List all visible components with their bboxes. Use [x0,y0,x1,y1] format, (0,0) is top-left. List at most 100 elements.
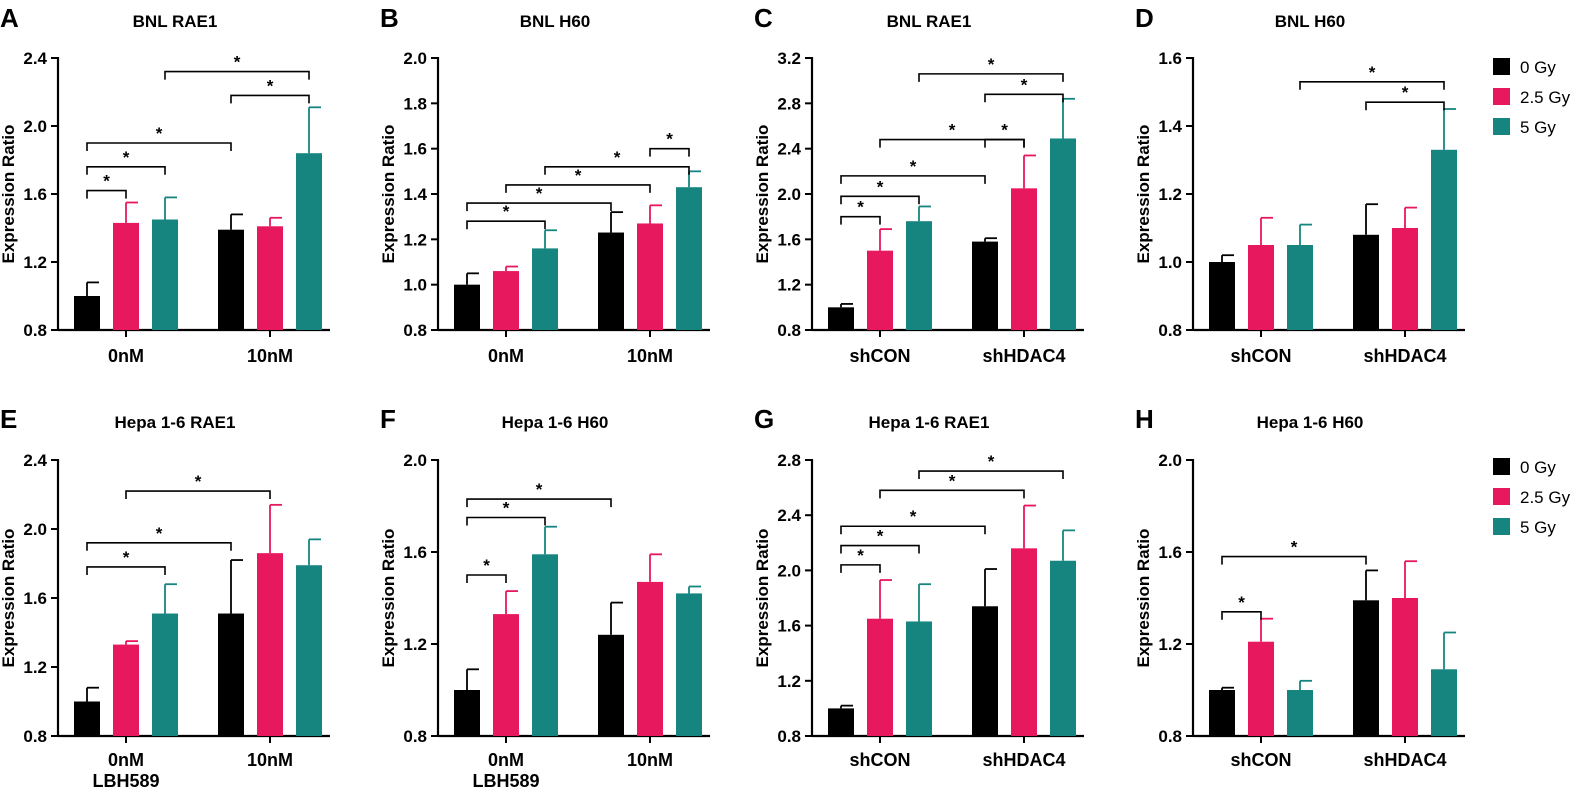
y-tick-label: 0.8 [1158,727,1182,746]
x-category-label: 10nM [627,750,673,770]
significance-bracket [984,138,1025,148]
bar-shcon-0gy [1209,690,1235,736]
bar-shcon-0gy [828,708,854,736]
significance-bracket [466,202,612,212]
bar-shhdac4-0gy [972,241,998,330]
significance-bracket [466,220,546,230]
y-axis-label: Expression Ratio [0,529,18,668]
x-category-label: shHDAC4 [1363,750,1446,770]
x-category-label: 0nM [108,750,144,770]
significance-star: * [857,546,864,565]
y-axis-label: Expression Ratio [1134,529,1153,668]
significance-star: * [949,121,956,140]
bar-shcon-5gy [1287,245,1313,330]
significance-bracket [840,544,920,554]
bar-shhdac4-0gy [1353,600,1379,736]
x-category-label: shHDAC4 [1363,346,1446,366]
y-tick-label: 2.8 [777,94,801,113]
x-category-label: 0nM [488,346,524,366]
significance-bracket [86,166,166,175]
legend-swatch [1493,58,1510,75]
panel-letter: C [754,3,773,33]
y-tick-label: 0.8 [1158,321,1182,340]
significance-star: * [123,548,130,567]
significance-bracket [840,175,986,184]
y-tick-label: 0.8 [23,321,47,340]
x-category-label: shCON [1230,346,1291,366]
bar-10nm-5gy [296,565,322,736]
y-tick-label: 1.6 [777,617,801,636]
bar-shcon-25gy [867,618,893,736]
x-category-label: shCON [1230,750,1291,770]
legend-2: 0 Gy 2.5 Gy 5 Gy [1493,458,1571,537]
legend-swatch [1493,118,1510,135]
x-category-label: shHDAC4 [982,750,1065,770]
significance-bracket [840,564,881,573]
bar-shhdac4-5gy [1431,149,1457,330]
bar-shhdac4-5gy [1050,138,1076,330]
panel-letter: H [1135,404,1154,434]
significance-bracket [86,566,166,575]
x-category-label: shHDAC4 [982,346,1065,366]
bar-0nm-25gy [493,614,519,736]
bar-shhdac4-5gy [1050,560,1076,736]
significance-star: * [1001,121,1008,140]
significance-bracket [879,489,1025,499]
y-tick-label: 0.8 [23,727,47,746]
significance-bracket [1221,611,1262,620]
significance-star: * [575,166,582,185]
x-category-label: 10nM [627,346,673,366]
panel-b: B BNL H60 0.8 1.0 1.2 1.4 1.6 1.8 2.0 Expression … [379,3,710,366]
x-category-label: 10nM [247,346,293,366]
legend-swatch [1493,488,1510,505]
significance-star: * [267,76,274,95]
significance-star: * [910,157,917,176]
panel-title: BNL RAE1 [133,12,218,31]
significance-bracket [86,189,127,199]
significance-star: * [195,472,202,491]
significance-bracket [505,184,651,193]
significance-bracket [840,525,986,535]
panel-letter: F [380,404,396,434]
significance-star: * [1291,538,1298,557]
bar-10nm-5gy [676,593,702,736]
x-category-label: shCON [849,346,910,366]
legend-label: 5 Gy [1520,518,1556,537]
significance-bracket [918,73,1064,82]
significance-bracket [164,70,310,80]
significance-bracket [86,542,232,551]
y-tick-label: 0.8 [403,321,427,340]
y-tick-label: 2.4 [23,451,47,470]
legend-label: 2.5 Gy [1520,88,1571,107]
panel-title: BNL H60 [1275,12,1346,31]
y-axis-label: Expression Ratio [1134,125,1153,264]
y-tick-label: 1.6 [23,185,47,204]
bar-0nm-0gy [454,284,480,330]
x-category-label: 0nM [108,346,144,366]
y-tick-label: 1.6 [777,230,801,249]
significance-star: * [614,148,621,167]
y-tick-label: 0.8 [777,321,801,340]
significance-bracket [86,142,232,151]
significance-star: * [536,184,543,203]
bar-shcon-5gy [1287,690,1313,736]
significance-bracket [230,94,310,104]
legend-swatch [1493,458,1510,475]
significance-bracket [984,93,1064,103]
bar-10nm-25gy [637,581,663,736]
significance-bracket [544,166,690,175]
y-axis-label: Expression Ratio [0,125,18,264]
significance-star: * [123,148,130,167]
y-tick-label: 1.2 [23,253,47,272]
bar-0nm-0gy [74,701,100,736]
y-tick-label: 1.0 [1158,253,1182,272]
panel-title: BNL RAE1 [887,12,972,31]
significance-star: * [949,471,956,490]
panel-g: G Hepa 1-6 RAE1 0.8 1.2 1.6 2.0 2.4 2.8 Expressi… [753,404,1084,770]
bar-10nm-5gy [676,187,702,330]
y-tick-label: 2.0 [777,561,801,580]
x-category-label: 0nM [488,750,524,770]
y-tick-label: 1.6 [1158,543,1182,562]
x-category-label: 10nM [247,750,293,770]
